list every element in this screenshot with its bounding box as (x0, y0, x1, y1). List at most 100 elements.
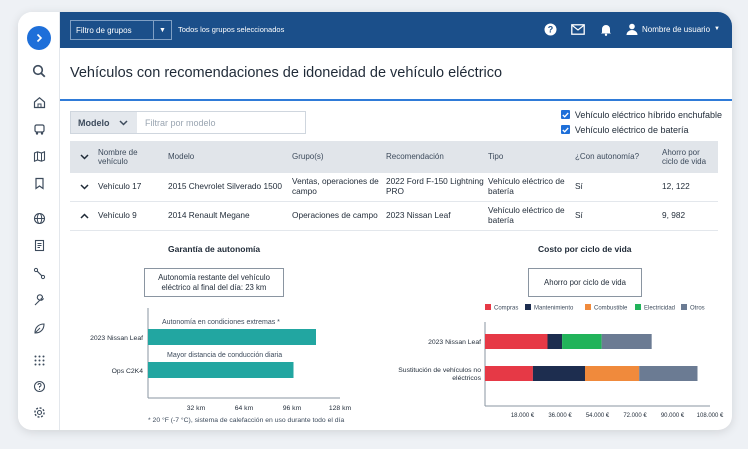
chevron-up-icon (79, 213, 89, 219)
user-name: Nombre de usuario (642, 24, 711, 34)
phev-checkbox[interactable] (560, 110, 570, 119)
user-icon (626, 23, 638, 35)
envelope-icon (571, 23, 585, 35)
column-header-type[interactable]: Tipo (488, 152, 504, 162)
cell-recommendation: 2022 Ford F-150 Lightning PRO (386, 176, 484, 196)
sidebar (18, 12, 60, 430)
expand-sidebar-button[interactable] (27, 26, 51, 50)
cost-segment (532, 366, 585, 381)
legend-swatch (485, 304, 491, 310)
legend-label: Electricidad (644, 306, 675, 312)
range-bar (148, 362, 294, 378)
cell-name: Vehículo 17 (98, 181, 142, 192)
chevron-down-icon: ▼ (714, 26, 720, 32)
user-menu[interactable]: Nombre de usuario ▼ (626, 23, 720, 35)
group-status-text: Todos los grupos seleccionados (178, 25, 285, 34)
column-header-range[interactable]: ¿Con autonomía? (575, 152, 640, 162)
top-bar: Filtro de grupos ▼ Todos los grupos sele… (60, 12, 732, 48)
legend-label: Otros (690, 306, 705, 312)
bev-checkbox[interactable] (560, 125, 570, 134)
column-header-model[interactable]: Modelo (168, 152, 195, 162)
range-chart: Autonomía en condiciones extremas * 2023 … (90, 308, 352, 412)
vehicle-type-filters: Vehículo eléctrico híbrido enchufable Ve… (560, 107, 722, 137)
sidebar-apps-button[interactable] (28, 349, 50, 371)
chevron-right-icon (36, 33, 43, 43)
bell-icon (601, 24, 611, 36)
category-label: 2023 Nissan Leaf (428, 339, 481, 346)
collapse-row-button[interactable] (70, 213, 98, 219)
wrench-icon (34, 293, 44, 305)
cell-name: Vehículo 9 (98, 210, 137, 221)
legend-label: Mantenimiento (534, 306, 574, 312)
gear-icon (33, 406, 45, 418)
cell-model: 2014 Renault Megane (168, 210, 250, 221)
x-tick-label: 36.000 € (548, 413, 572, 419)
column-header-groups[interactable]: Grupo(s) (292, 152, 324, 162)
bev-checkbox-label: Vehículo eléctrico de batería (574, 124, 689, 135)
help-circle-icon: ? (544, 23, 556, 35)
category-label: Sustitución de vehículos no eléctricos (398, 367, 481, 382)
model-filter: Modelo (70, 111, 306, 134)
model-filter-input[interactable] (137, 112, 305, 133)
sidebar-bookmarks-button[interactable] (28, 172, 50, 194)
vehicles-table: Nombre de vehículo Modelo Grupo(s) Recom… (70, 141, 718, 231)
sidebar-settings-button[interactable] (28, 401, 50, 423)
checkmark-icon (562, 127, 569, 133)
sidebar-routes-button[interactable] (28, 262, 50, 284)
cell-groups: Ventas, operaciones de campo (292, 176, 379, 196)
cell-recommendation: 2023 Nissan Leaf (386, 210, 451, 221)
cost-segment (547, 334, 563, 349)
x-tick-label: 108.000 € (697, 413, 724, 419)
chevron-down-icon (118, 119, 128, 126)
lifecycle-cost-chart: Compras Mantenimiento Combustible Electrici… (398, 304, 724, 419)
x-tick-label: 128 km (329, 405, 352, 412)
checkmark-icon (562, 112, 569, 118)
filter-field-select[interactable]: Modelo (71, 112, 137, 133)
legend-label: Combustible (594, 306, 628, 312)
table-row[interactable]: Vehículo 17 2015 Chevrolet Silverado 150… (70, 173, 718, 202)
sidebar-sustainability-button[interactable] (28, 317, 50, 339)
cell-groups: Operaciones de campo (292, 210, 378, 221)
phev-checkbox-row[interactable]: Vehículo eléctrico híbrido enchufable (560, 107, 722, 122)
sidebar-global-button[interactable] (28, 207, 50, 229)
sidebar-home-button[interactable] (28, 91, 50, 113)
x-tick-label: 90.000 € (661, 413, 685, 419)
bar-annotation: Autonomía en condiciones extremas * (162, 319, 280, 326)
collapse-all-button[interactable] (70, 154, 98, 160)
category-label: 2023 Nissan Leaf (90, 335, 143, 342)
group-filter-select[interactable]: Filtro de grupos ▼ (70, 20, 172, 40)
lifecycle-savings-box: Ahorro por ciclo de vida (528, 268, 642, 297)
legend-swatch (525, 304, 531, 310)
search-icon (32, 64, 46, 78)
sidebar-vehicles-button[interactable] (28, 118, 50, 140)
truck-icon (33, 123, 45, 135)
globe-icon (33, 212, 45, 224)
legend-swatch (585, 304, 591, 310)
bev-checkbox-row[interactable]: Vehículo eléctrico de batería (560, 122, 722, 137)
main-content: Vehículos con recomendaciones de idoneid… (60, 48, 732, 430)
help-button[interactable]: ? (542, 21, 558, 37)
cell-model: 2015 Chevrolet Silverado 1500 (168, 181, 282, 192)
sidebar-maintenance-button[interactable] (28, 289, 50, 311)
x-tick-label: 32 km (187, 405, 206, 412)
column-header-savings[interactable]: Ahorro por ciclo de vida (662, 147, 707, 166)
lifecycle-cost-title: Costo por ciclo de vida (538, 244, 632, 254)
sidebar-reports-button[interactable] (28, 234, 50, 256)
bookmark-icon (34, 177, 44, 190)
column-header-recommendation[interactable]: Recomendación (386, 152, 444, 162)
column-header-name[interactable]: Nombre de vehículo (98, 147, 138, 166)
title-divider (60, 99, 732, 101)
cell-range: Sí (575, 210, 583, 221)
category-label: Ops C2K4 (112, 368, 144, 375)
sidebar-help-button[interactable] (28, 375, 50, 397)
sidebar-search-button[interactable] (28, 60, 50, 82)
cell-range: Sí (575, 181, 583, 192)
remaining-range-box: Autonomía restante del vehículo eléctric… (144, 268, 284, 297)
table-row[interactable]: Vehículo 9 2014 Renault Megane Operacion… (70, 202, 718, 231)
notifications-button[interactable] (598, 21, 614, 37)
sidebar-map-button[interactable] (28, 145, 50, 167)
grid-icon (34, 355, 44, 365)
x-tick-label: 96 km (283, 405, 302, 412)
messages-button[interactable] (570, 21, 586, 37)
expand-row-button[interactable] (70, 184, 98, 190)
